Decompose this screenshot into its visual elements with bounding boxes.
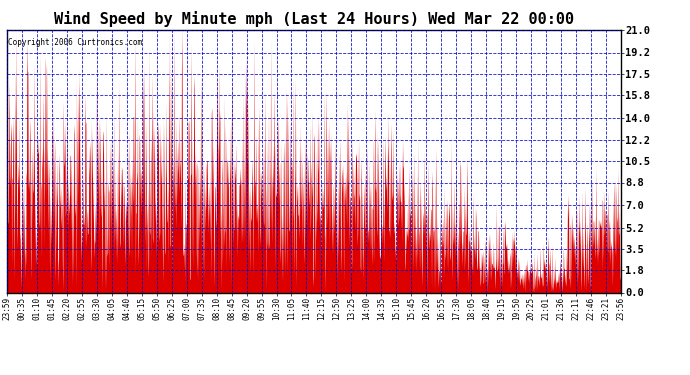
- Text: Copyright 2006 Curtronics.com: Copyright 2006 Curtronics.com: [8, 38, 142, 47]
- Title: Wind Speed by Minute mph (Last 24 Hours) Wed Mar 22 00:00: Wind Speed by Minute mph (Last 24 Hours)…: [54, 12, 574, 27]
